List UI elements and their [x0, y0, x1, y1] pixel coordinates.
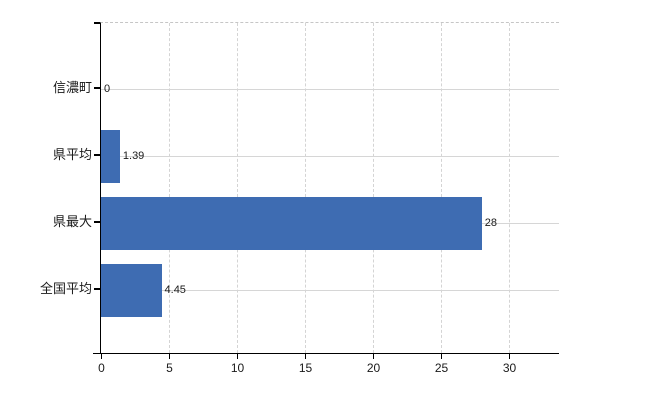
gridline-vertical-30: [509, 23, 510, 353]
x-tick-label: 25: [434, 361, 449, 375]
gridline-vertical-15: [305, 23, 306, 353]
bar-2: [101, 196, 482, 250]
gridline-horizontal-1: [101, 155, 559, 157]
x-axis-left-extension: [93, 352, 100, 354]
bar-value-label: 28: [484, 217, 498, 229]
bar-value-label: 1.39: [122, 150, 145, 162]
category-label: 県平均: [52, 147, 92, 162]
x-tick-label: 5: [166, 361, 173, 375]
y-axis-top-tick: [94, 22, 100, 24]
y-tick: [94, 154, 100, 156]
x-tick-label: 10: [230, 361, 245, 375]
gridline-vertical-10: [237, 23, 238, 353]
x-tick: [236, 354, 239, 359]
gridline-vertical-25: [441, 23, 442, 353]
bar-3: [101, 263, 162, 317]
gridline-horizontal-0: [101, 88, 559, 90]
y-tick: [94, 87, 100, 89]
x-tick: [100, 354, 103, 359]
bar-1: [101, 129, 120, 183]
category-label: 全国平均: [39, 281, 92, 296]
x-tick: [508, 354, 511, 359]
x-tick-label: 15: [298, 361, 313, 375]
bar-value-label: 4.45: [164, 284, 186, 296]
y-tick: [94, 221, 100, 223]
x-tick: [372, 354, 375, 359]
bar-value-label: 0: [104, 83, 111, 95]
category-label: 信濃町: [52, 80, 92, 95]
x-tick-label: 0: [98, 361, 105, 375]
category-label: 県最大: [52, 214, 92, 229]
plot-area: 0 1.39 28 4.45: [100, 22, 559, 354]
gridline-vertical-5: [169, 23, 170, 353]
x-tick-label: 20: [366, 361, 381, 375]
x-tick: [168, 354, 171, 359]
y-tick: [94, 288, 100, 290]
x-tick: [440, 354, 443, 359]
gridline-horizontal-3: [101, 289, 559, 291]
x-tick: [304, 354, 307, 359]
gridline-vertical-20: [373, 23, 374, 353]
x-tick-label: 30: [502, 361, 517, 375]
